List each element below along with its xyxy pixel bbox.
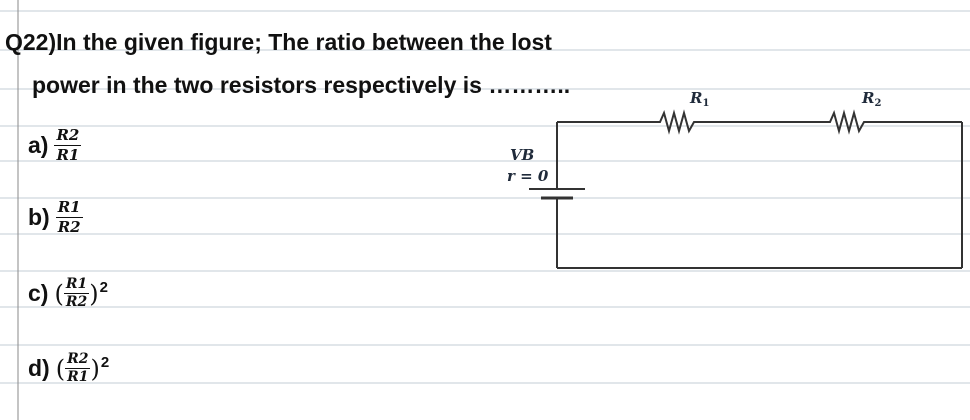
battery-label: VB [510,146,535,164]
question-text-line1: In the given figure; The ratio between t… [56,29,552,55]
resistor-r1-symbol-text: R [690,89,703,107]
resistor-r2-label: R2 [862,89,881,109]
fraction-denominator: R2 [57,218,81,236]
right-parenthesis: ) [90,354,100,383]
fraction: R1 R2 [55,198,83,236]
question-text-line2: power in the two resistors respectively … [32,72,571,98]
left-parenthesis: ( [55,354,66,383]
option-a[interactable]: a) R2 R1 [28,126,82,164]
question-number: Q22) [5,29,57,55]
option-c[interactable]: c) ( R1 R2 ) 2 [28,277,108,310]
option-letter: c) [28,280,49,306]
fraction-denominator: R1 [67,369,89,385]
option-letter: d) [28,355,50,381]
fraction: R2 R1 [65,351,91,385]
fraction: R1 R2 [63,276,90,310]
internal-resistance-label: r = 0 [507,167,549,185]
resistor-r2-symbol [820,109,895,135]
resistor-r2-symbol-text: R [862,89,875,107]
option-letter: a) [28,132,49,158]
option-b[interactable]: b) R1 R2 [28,199,83,236]
resistor-r1-label: R1 [690,89,709,109]
option-letter: b) [28,204,50,230]
fraction-denominator: R1 [56,146,80,164]
fraction-numerator: R2 [65,351,91,369]
left-parenthesis: ( [54,279,64,308]
resistor-r2-subscript: 2 [874,98,882,109]
fraction: R2 R1 [54,126,82,164]
fraction-numerator: R1 [55,198,83,218]
fraction-denominator: R2 [65,294,88,310]
fraction-numerator: R1 [63,276,90,294]
option-d[interactable]: d) ( R2 R1 ) 2 [28,352,109,385]
question-title: Q22)In the given figure; The ratio betwe… [5,29,552,56]
exponent: 2 [100,354,110,371]
right-parenthesis: ) [89,279,99,308]
resistor-r1-symbol [652,109,720,135]
fraction-numerator: R2 [54,126,82,146]
resistor-r1-subscript: 1 [702,98,710,109]
exponent: 2 [99,279,108,296]
